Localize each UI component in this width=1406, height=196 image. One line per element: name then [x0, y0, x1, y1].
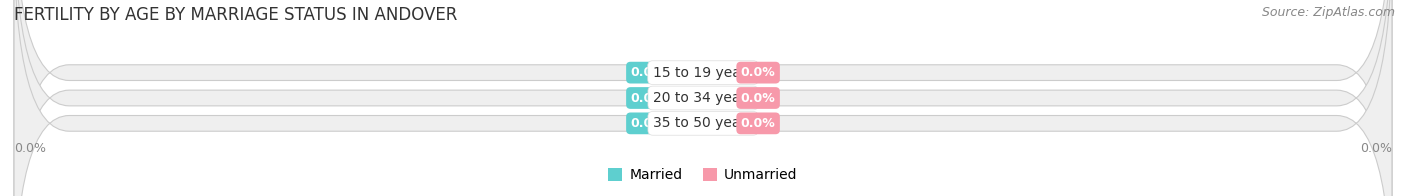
Text: 0.0%: 0.0% — [741, 117, 776, 130]
Text: Source: ZipAtlas.com: Source: ZipAtlas.com — [1261, 6, 1395, 19]
Text: FERTILITY BY AGE BY MARRIAGE STATUS IN ANDOVER: FERTILITY BY AGE BY MARRIAGE STATUS IN A… — [14, 6, 457, 24]
Text: 35 to 50 years: 35 to 50 years — [652, 116, 754, 130]
Text: 0.0%: 0.0% — [14, 142, 46, 155]
Text: 20 to 34 years: 20 to 34 years — [652, 91, 754, 105]
Text: 0.0%: 0.0% — [741, 66, 776, 79]
Text: 0.0%: 0.0% — [741, 92, 776, 104]
Text: 0.0%: 0.0% — [1360, 142, 1392, 155]
FancyBboxPatch shape — [14, 0, 1392, 196]
FancyBboxPatch shape — [14, 0, 1392, 196]
Text: 0.0%: 0.0% — [630, 92, 665, 104]
Text: 15 to 19 years: 15 to 19 years — [652, 66, 754, 80]
Text: 0.0%: 0.0% — [630, 117, 665, 130]
Text: 0.0%: 0.0% — [630, 66, 665, 79]
FancyBboxPatch shape — [14, 0, 1392, 196]
Legend: Married, Unmarried: Married, Unmarried — [603, 162, 803, 188]
